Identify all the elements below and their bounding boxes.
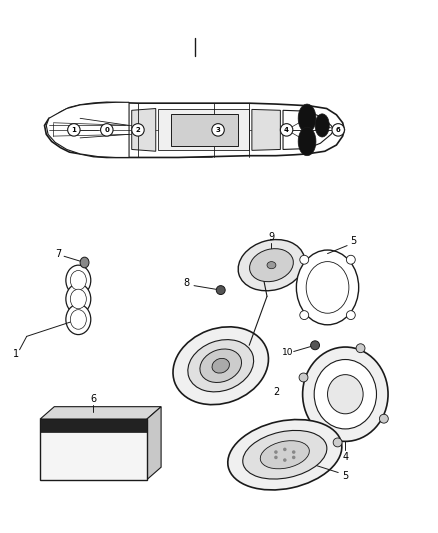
Ellipse shape — [283, 448, 286, 451]
Text: 2: 2 — [273, 387, 279, 398]
Ellipse shape — [188, 340, 254, 392]
Polygon shape — [46, 102, 129, 157]
Polygon shape — [283, 110, 334, 149]
Polygon shape — [132, 109, 156, 151]
Ellipse shape — [200, 349, 241, 383]
Ellipse shape — [379, 414, 389, 423]
Ellipse shape — [346, 311, 355, 320]
Ellipse shape — [346, 255, 355, 264]
Ellipse shape — [228, 419, 342, 490]
Bar — [171, 114, 238, 146]
Ellipse shape — [300, 311, 309, 320]
Circle shape — [132, 124, 144, 136]
Text: 9: 9 — [268, 232, 275, 241]
Polygon shape — [147, 407, 161, 480]
Text: 1: 1 — [71, 127, 76, 133]
Ellipse shape — [274, 450, 278, 454]
Ellipse shape — [298, 104, 316, 133]
Circle shape — [212, 124, 224, 136]
Circle shape — [332, 124, 344, 136]
Ellipse shape — [356, 344, 365, 353]
Ellipse shape — [80, 257, 89, 268]
Text: 0: 0 — [104, 127, 109, 133]
Text: 7: 7 — [55, 248, 61, 259]
Circle shape — [280, 124, 293, 136]
Bar — [40, 419, 147, 432]
Ellipse shape — [274, 456, 278, 459]
Circle shape — [101, 124, 113, 136]
Ellipse shape — [297, 250, 359, 325]
Text: 1: 1 — [13, 349, 19, 359]
Text: 8: 8 — [184, 278, 190, 288]
Ellipse shape — [283, 458, 286, 462]
Text: 5: 5 — [350, 236, 357, 246]
Text: 2: 2 — [136, 127, 140, 133]
Ellipse shape — [66, 265, 91, 295]
Ellipse shape — [311, 341, 319, 350]
Polygon shape — [252, 109, 280, 150]
Text: 10: 10 — [282, 348, 293, 357]
Ellipse shape — [292, 456, 296, 459]
Text: 5: 5 — [342, 471, 349, 481]
Ellipse shape — [306, 262, 349, 313]
Ellipse shape — [243, 431, 327, 479]
Ellipse shape — [315, 114, 329, 137]
Polygon shape — [40, 407, 161, 419]
Circle shape — [67, 124, 80, 136]
Ellipse shape — [292, 450, 296, 454]
Ellipse shape — [216, 286, 225, 295]
Ellipse shape — [298, 127, 316, 156]
Ellipse shape — [299, 373, 308, 382]
Ellipse shape — [71, 310, 86, 329]
Ellipse shape — [333, 438, 342, 447]
Ellipse shape — [71, 289, 86, 309]
Text: 4: 4 — [284, 127, 289, 133]
Ellipse shape — [328, 375, 363, 414]
Text: 4: 4 — [342, 451, 348, 462]
Ellipse shape — [173, 327, 268, 405]
Ellipse shape — [427, 285, 438, 320]
Polygon shape — [45, 102, 344, 157]
Ellipse shape — [238, 239, 305, 291]
Polygon shape — [159, 109, 249, 150]
Ellipse shape — [314, 359, 377, 429]
Ellipse shape — [66, 304, 91, 335]
Ellipse shape — [212, 358, 230, 373]
Ellipse shape — [250, 249, 293, 281]
Ellipse shape — [260, 441, 309, 469]
Text: 6: 6 — [336, 127, 341, 133]
Ellipse shape — [267, 262, 276, 269]
Ellipse shape — [303, 347, 388, 441]
Ellipse shape — [66, 284, 91, 314]
Ellipse shape — [71, 271, 86, 290]
Ellipse shape — [434, 292, 438, 313]
Ellipse shape — [300, 255, 309, 264]
Text: 6: 6 — [90, 394, 96, 403]
Bar — [40, 419, 147, 480]
Text: 3: 3 — [215, 127, 220, 133]
